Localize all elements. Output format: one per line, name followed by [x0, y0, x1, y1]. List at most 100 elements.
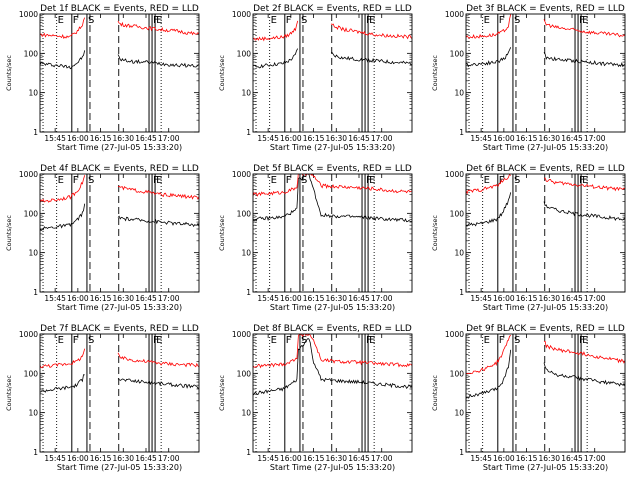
event-marker-label: E: [271, 15, 277, 26]
plot-frame: [39, 173, 200, 293]
y-tick-label: 100: [24, 369, 39, 378]
y-tick-label: 100: [237, 49, 252, 58]
x-axis-label: Start Time (27-Jul-05 15:33:20): [483, 463, 608, 472]
x-tick-label: 17:00: [584, 454, 606, 463]
x-tick-label: 16:00: [280, 134, 302, 143]
event-marker-label: F: [499, 15, 505, 26]
series-line-lld: [466, 174, 625, 195]
series-line-events: [253, 337, 412, 396]
chart-title: Det 5f BLACK = Events, RED = LLD: [253, 164, 412, 174]
series-line-events: [40, 203, 199, 232]
y-tick-label: 100: [237, 209, 252, 218]
series-line-lld: [40, 175, 199, 203]
y-tick-label: 10: [454, 409, 464, 418]
event-marker-label: S: [301, 335, 307, 346]
x-tick-label: 16:30: [112, 134, 134, 143]
y-axis-label: Counts/sec: [431, 215, 439, 251]
x-tick-label: 16:45: [348, 134, 370, 143]
y-tick-label: 1000: [232, 330, 251, 339]
y-axis-label: Counts/sec: [5, 215, 13, 251]
series-line-events: [40, 374, 199, 393]
chart-title: Det 1f BLACK = Events, RED = LLD: [40, 4, 199, 14]
plot-frame: [252, 173, 413, 293]
x-tick-label: 16:45: [135, 454, 157, 463]
y-tick-label: 1000: [19, 170, 38, 179]
x-tick-label: 16:00: [280, 454, 302, 463]
x-tick-label: 16:00: [493, 454, 515, 463]
event-marker-label: E: [271, 335, 277, 346]
x-tick-label: 16:45: [561, 294, 583, 303]
event-marker-label: F: [579, 175, 585, 186]
x-tick-label: 16:15: [90, 294, 112, 303]
x-tick-label: 16:30: [325, 294, 347, 303]
event-marker-label: F: [286, 175, 292, 186]
event-marker-label: S: [301, 15, 307, 26]
event-marker-label: F: [286, 335, 292, 346]
x-tick-label: 16:30: [112, 294, 134, 303]
x-tick-label: 17:00: [371, 294, 393, 303]
x-tick-label: 16:30: [538, 134, 560, 143]
x-axis-label: Start Time (27-Jul-05 15:33:20): [270, 143, 395, 152]
event-marker-label: E: [582, 175, 588, 186]
x-tick-label: 15:45: [44, 134, 66, 143]
event-marker-label: E: [156, 15, 162, 26]
y-tick-label: 10: [28, 409, 38, 418]
event-marker-label: F: [153, 175, 159, 186]
event-marker-label: S: [88, 335, 94, 346]
x-tick-label: 17:00: [371, 454, 393, 463]
y-tick-label: 1: [246, 128, 251, 137]
series-line-lld: [40, 348, 199, 369]
event-marker-label: S: [514, 175, 520, 186]
event-marker-label: E: [369, 175, 375, 186]
plot-frame: [39, 13, 200, 133]
x-tick-label: 15:45: [44, 454, 66, 463]
y-tick-label: 1: [33, 128, 38, 137]
x-tick-label: 16:15: [90, 454, 112, 463]
x-tick-label: 17:00: [158, 454, 180, 463]
series-line-events: [253, 174, 412, 223]
plot-frame: [465, 333, 626, 453]
y-tick-label: 1: [459, 448, 464, 457]
y-axis-label: Counts/sec: [5, 375, 13, 411]
chart-panel-5: Det 5f BLACK = Events, RED = LLD 15:45 16:…: [218, 164, 413, 312]
chart-title: Det 9f BLACK = Events, RED = LLD: [466, 324, 625, 334]
x-axis-label: Start Time (27-Jul-05 15:33:20): [483, 143, 608, 152]
x-axis-label: Start Time (27-Jul-05 15:33:20): [483, 303, 608, 312]
event-marker-label: E: [484, 15, 490, 26]
y-tick-label: 1: [459, 288, 464, 297]
event-marker-label: E: [484, 175, 490, 186]
x-tick-label: 15:45: [470, 134, 492, 143]
plot-frame: [252, 333, 413, 453]
series-line-events: [40, 50, 199, 70]
event-marker-label: F: [366, 15, 372, 26]
y-tick-label: 10: [28, 89, 38, 98]
x-tick-label: 16:15: [516, 134, 538, 143]
plot-frame: [39, 333, 200, 453]
x-tick-label: 16:00: [493, 134, 515, 143]
x-tick-label: 15:45: [257, 454, 279, 463]
x-tick-label: 16:45: [135, 294, 157, 303]
x-tick-label: 16:30: [112, 454, 134, 463]
y-tick-label: 10: [241, 409, 251, 418]
y-axis-label: Counts/sec: [431, 375, 439, 411]
x-tick-label: 15:45: [257, 294, 279, 303]
series-line-events: [466, 192, 625, 227]
x-tick-label: 17:00: [584, 134, 606, 143]
x-axis-label: Start Time (27-Jul-05 15:33:20): [57, 463, 182, 472]
x-tick-label: 16:00: [67, 454, 89, 463]
event-marker-label: F: [153, 335, 159, 346]
series-line-lld: [253, 20, 412, 42]
chart-title: Det 7f BLACK = Events, RED = LLD: [40, 324, 199, 334]
event-marker-label: F: [579, 15, 585, 26]
event-marker-label: S: [88, 15, 94, 26]
x-tick-label: 17:00: [371, 134, 393, 143]
event-marker-label: F: [366, 175, 372, 186]
y-tick-label: 100: [237, 369, 252, 378]
y-tick-label: 100: [450, 49, 465, 58]
